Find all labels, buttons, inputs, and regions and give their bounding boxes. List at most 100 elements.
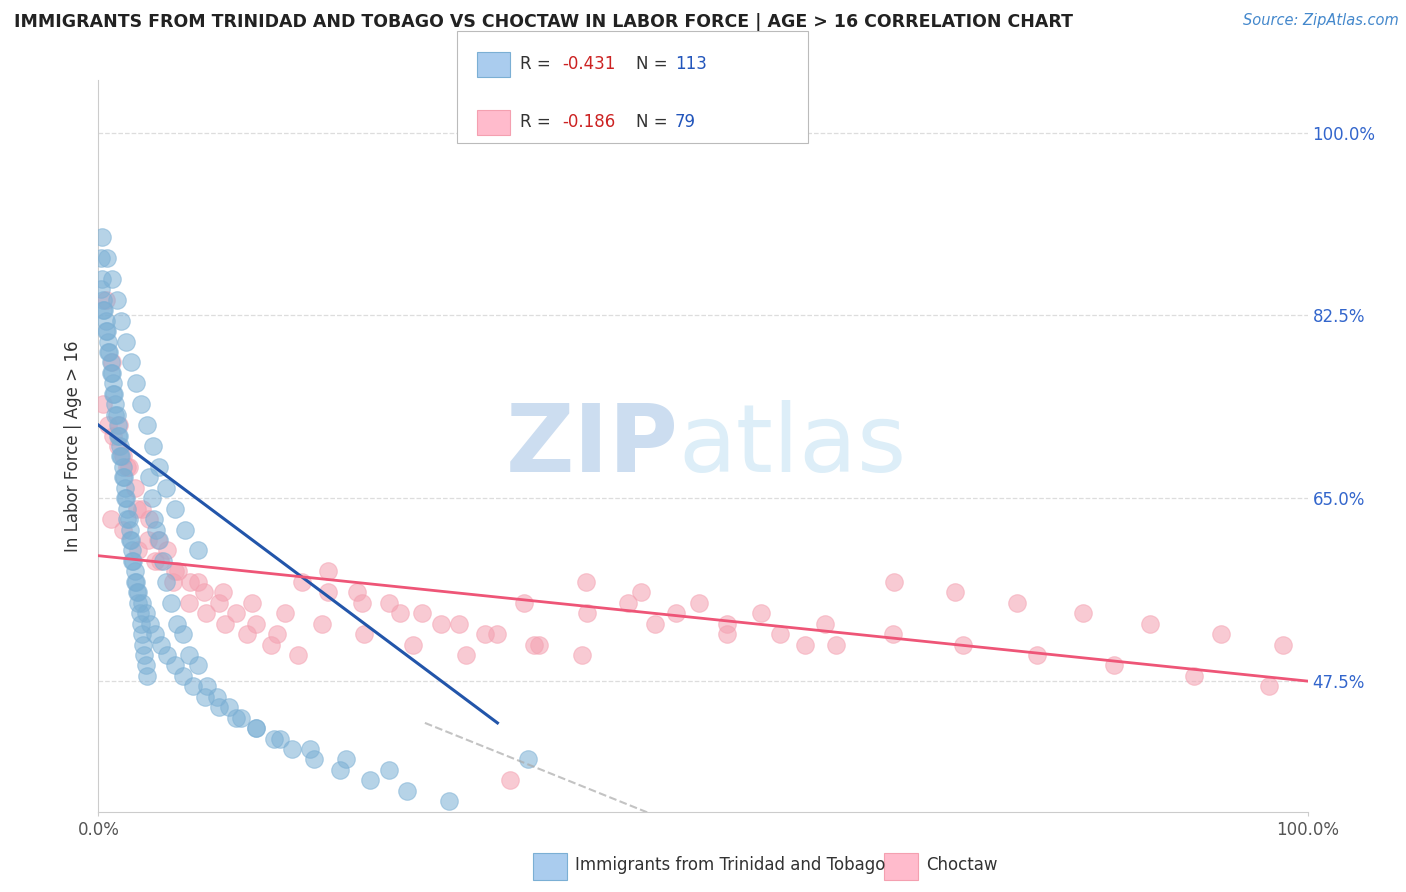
Point: [769, 627, 792, 641]
Point: [152, 554, 174, 568]
Point: [388, 606, 411, 620]
Point: [212, 585, 235, 599]
Point: [193, 585, 215, 599]
Point: [245, 721, 267, 735]
Point: [454, 648, 477, 662]
Point: [91, 397, 114, 411]
Point: [125, 574, 148, 589]
Point: [187, 658, 209, 673]
Point: [114, 491, 136, 506]
Point: [245, 721, 267, 735]
Point: [112, 470, 135, 484]
Point: [148, 459, 170, 474]
Text: Choctaw: Choctaw: [927, 856, 998, 874]
Point: [187, 543, 209, 558]
Point: [138, 470, 160, 484]
Point: [1257, 679, 1279, 693]
Point: [132, 638, 155, 652]
Point: [665, 606, 688, 620]
Point: [474, 627, 496, 641]
Text: N =: N =: [636, 113, 672, 131]
Point: [1071, 606, 1094, 620]
Point: [91, 293, 114, 307]
Text: R =: R =: [520, 55, 557, 73]
Point: [143, 554, 166, 568]
Point: [281, 742, 304, 756]
Point: [105, 293, 128, 307]
Text: ZIP: ZIP: [506, 400, 679, 492]
Point: [143, 512, 166, 526]
Point: [129, 616, 152, 631]
Point: [121, 554, 143, 568]
Point: [644, 616, 666, 631]
Point: [172, 669, 194, 683]
Point: [105, 408, 128, 422]
Point: [124, 481, 146, 495]
Point: [688, 596, 710, 610]
Point: [150, 638, 173, 652]
Point: [882, 627, 904, 641]
Point: [127, 585, 149, 599]
Point: [136, 533, 159, 547]
Point: [103, 386, 125, 401]
Point: [134, 648, 156, 662]
Y-axis label: In Labor Force | Age > 16: In Labor Force | Age > 16: [65, 340, 83, 552]
Point: [139, 616, 162, 631]
Point: [107, 418, 129, 433]
Point: [447, 616, 470, 631]
Point: [118, 459, 141, 474]
Point: [135, 606, 157, 620]
Point: [143, 627, 166, 641]
Point: [155, 481, 177, 495]
Point: [114, 481, 136, 495]
Point: [523, 638, 546, 652]
Point: [1209, 627, 1232, 641]
Point: [91, 230, 114, 244]
Point: [124, 574, 146, 589]
Point: [163, 658, 186, 673]
Point: [617, 596, 640, 610]
Point: [155, 574, 177, 589]
Point: [124, 565, 146, 579]
Point: [335, 752, 357, 766]
Point: [329, 763, 352, 777]
Text: IMMIGRANTS FROM TRINIDAD AND TOBAGO VS CHOCTAW IN LABOR FORCE | AGE > 16 CORRELA: IMMIGRANTS FROM TRINIDAD AND TOBAGO VS C…: [14, 13, 1073, 31]
Point: [825, 638, 848, 652]
Point: [1102, 658, 1125, 673]
Point: [107, 439, 129, 453]
Point: [110, 313, 132, 327]
Point: [179, 596, 201, 610]
Point: [814, 616, 837, 631]
Point: [118, 523, 141, 537]
Point: [90, 251, 112, 265]
Point: [94, 324, 117, 338]
Point: [148, 533, 170, 547]
Point: [1272, 638, 1295, 652]
Point: [236, 627, 259, 641]
Point: [498, 773, 520, 788]
Point: [194, 690, 217, 704]
Point: [287, 648, 309, 662]
Point: [402, 638, 425, 652]
Point: [346, 585, 368, 599]
Point: [127, 585, 149, 599]
Point: [108, 428, 131, 442]
Point: [108, 439, 131, 453]
Point: [195, 606, 218, 620]
Point: [943, 585, 966, 599]
Point: [181, 679, 204, 693]
Point: [571, 648, 593, 662]
Point: [1007, 596, 1029, 610]
Point: [163, 501, 186, 516]
Point: [138, 512, 160, 526]
Point: [118, 533, 141, 547]
Text: atlas: atlas: [679, 400, 907, 492]
Point: [575, 574, 598, 589]
Point: [91, 272, 114, 286]
Point: [129, 397, 152, 411]
Point: [135, 669, 157, 683]
Text: Immigrants from Trinidad and Tobago: Immigrants from Trinidad and Tobago: [575, 856, 886, 874]
Point: [187, 574, 209, 589]
Point: [437, 794, 460, 808]
Point: [94, 313, 117, 327]
